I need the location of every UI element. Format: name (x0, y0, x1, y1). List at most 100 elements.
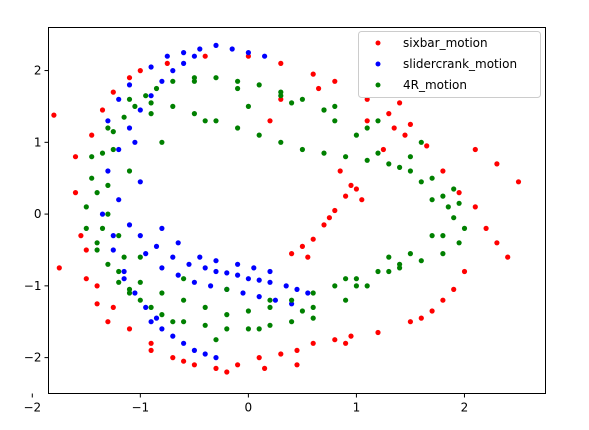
data-point-sixbar-motion (202, 53, 208, 59)
data-point-4r-motion (451, 215, 457, 221)
data-point-4r-motion (397, 261, 403, 267)
data-point-4r-motion (94, 247, 100, 253)
data-point-slidercrank-motion (116, 96, 122, 102)
data-point-sixbar-motion (397, 100, 403, 106)
data-point-sixbar-motion (235, 362, 241, 368)
data-point-sixbar-motion (105, 319, 111, 325)
data-point-4r-motion (407, 154, 413, 160)
legend-label-sixbar: sixbar_motion (403, 36, 488, 50)
data-point-sixbar-motion (391, 125, 397, 131)
data-point-sixbar-motion (386, 111, 392, 117)
data-point-4r-motion (310, 290, 316, 296)
data-point-slidercrank-motion (191, 347, 197, 353)
data-point-sixbar-motion (380, 146, 386, 153)
data-point-sixbar-motion (94, 301, 100, 307)
data-point-4r-motion (121, 254, 127, 260)
data-point-sixbar-motion (224, 369, 230, 375)
data-point-slidercrank-motion (137, 107, 143, 113)
data-point-sixbar-motion (429, 308, 435, 314)
data-point-sixbar-motion (267, 118, 273, 124)
data-point-4r-motion (235, 85, 241, 92)
data-point-4r-motion (170, 78, 176, 84)
data-point-sixbar-motion (213, 365, 219, 371)
data-point-4r-motion (126, 96, 133, 102)
y-tick-label: −2 (24, 351, 42, 365)
data-point-sixbar-motion (407, 319, 413, 325)
data-point-sixbar-motion (494, 240, 500, 246)
data-point-4r-motion (456, 240, 462, 246)
data-point-slidercrank-motion (294, 286, 300, 292)
data-point-slidercrank-motion (110, 233, 116, 239)
data-point-slidercrank-motion (105, 168, 111, 174)
data-point-4r-motion (202, 118, 208, 124)
data-point-4r-motion (397, 265, 403, 271)
x-tick-label: −2 (23, 401, 41, 415)
data-point-4r-motion (407, 168, 413, 174)
data-point-4r-motion (213, 75, 219, 81)
plot-frame (48, 27, 546, 394)
data-point-sixbar-motion (294, 347, 300, 353)
data-point-slidercrank-motion (175, 272, 181, 278)
data-point-4r-motion (353, 132, 359, 138)
data-point-sixbar-motion (505, 254, 511, 260)
data-point-4r-motion (235, 125, 241, 131)
data-point-slidercrank-motion (289, 301, 295, 307)
data-point-4r-motion (256, 132, 262, 138)
data-point-sixbar-motion (321, 222, 327, 228)
data-point-sixbar-motion (451, 286, 457, 292)
data-point-slidercrank-motion (99, 211, 106, 217)
data-point-4r-motion (153, 85, 160, 92)
data-point-sixbar-motion (332, 207, 338, 214)
data-point-4r-motion (137, 279, 143, 285)
data-point-sixbar-motion (337, 168, 343, 174)
x-tick-label: −1 (131, 401, 149, 415)
data-point-4r-motion (121, 114, 127, 120)
data-point-4r-motion (224, 312, 230, 318)
data-point-sixbar-motion (343, 193, 349, 199)
data-point-sixbar-motion (343, 340, 349, 346)
data-point-4r-motion (375, 150, 381, 156)
y-tick-label: 0 (34, 207, 42, 221)
data-point-slidercrank-motion (153, 315, 160, 321)
data-point-slidercrank-motion (245, 50, 251, 56)
data-point-sixbar-motion (164, 60, 170, 66)
data-point-slidercrank-motion (213, 42, 219, 49)
data-point-4r-motion (321, 107, 327, 113)
data-point-4r-motion (289, 100, 295, 106)
data-point-sixbar-motion (294, 362, 300, 368)
data-point-4r-motion (440, 233, 446, 239)
data-point-slidercrank-motion (164, 53, 170, 59)
data-point-4r-motion (148, 100, 154, 106)
data-point-4r-motion (310, 315, 316, 321)
data-point-4r-motion (440, 251, 446, 257)
data-point-slidercrank-motion (126, 125, 133, 131)
data-point-4r-motion (245, 308, 251, 314)
data-point-sixbar-motion (148, 347, 154, 353)
data-point-slidercrank-motion (191, 279, 197, 285)
data-point-4r-motion (191, 75, 197, 81)
data-point-4r-motion (299, 96, 305, 102)
data-point-4r-motion (278, 89, 284, 95)
data-point-sixbar-motion (110, 304, 116, 310)
data-point-slidercrank-motion (235, 272, 241, 278)
data-point-4r-motion (99, 225, 106, 231)
data-point-sixbar-motion (310, 236, 316, 242)
data-point-4r-motion (105, 211, 111, 217)
x-tick-label: 2 (461, 401, 469, 415)
data-point-sixbar-motion (299, 243, 305, 249)
data-point-4r-motion (170, 319, 176, 325)
data-point-4r-motion (235, 78, 241, 84)
data-point-sixbar-motion (359, 197, 365, 203)
data-point-sixbar-motion (83, 276, 89, 282)
data-point-4r-motion (343, 276, 349, 282)
x-tick-label: 0 (245, 401, 253, 415)
data-point-4r-motion (289, 297, 295, 303)
data-point-slidercrank-motion (213, 355, 219, 361)
data-point-slidercrank-motion (110, 247, 116, 253)
data-point-slidercrank-motion (197, 254, 203, 260)
data-point-slidercrank-motion (197, 46, 203, 52)
data-point-4r-motion (353, 276, 359, 282)
data-point-sixbar-motion (402, 132, 408, 138)
data-point-sixbar-motion (72, 190, 79, 196)
data-point-4r-motion (364, 157, 370, 163)
